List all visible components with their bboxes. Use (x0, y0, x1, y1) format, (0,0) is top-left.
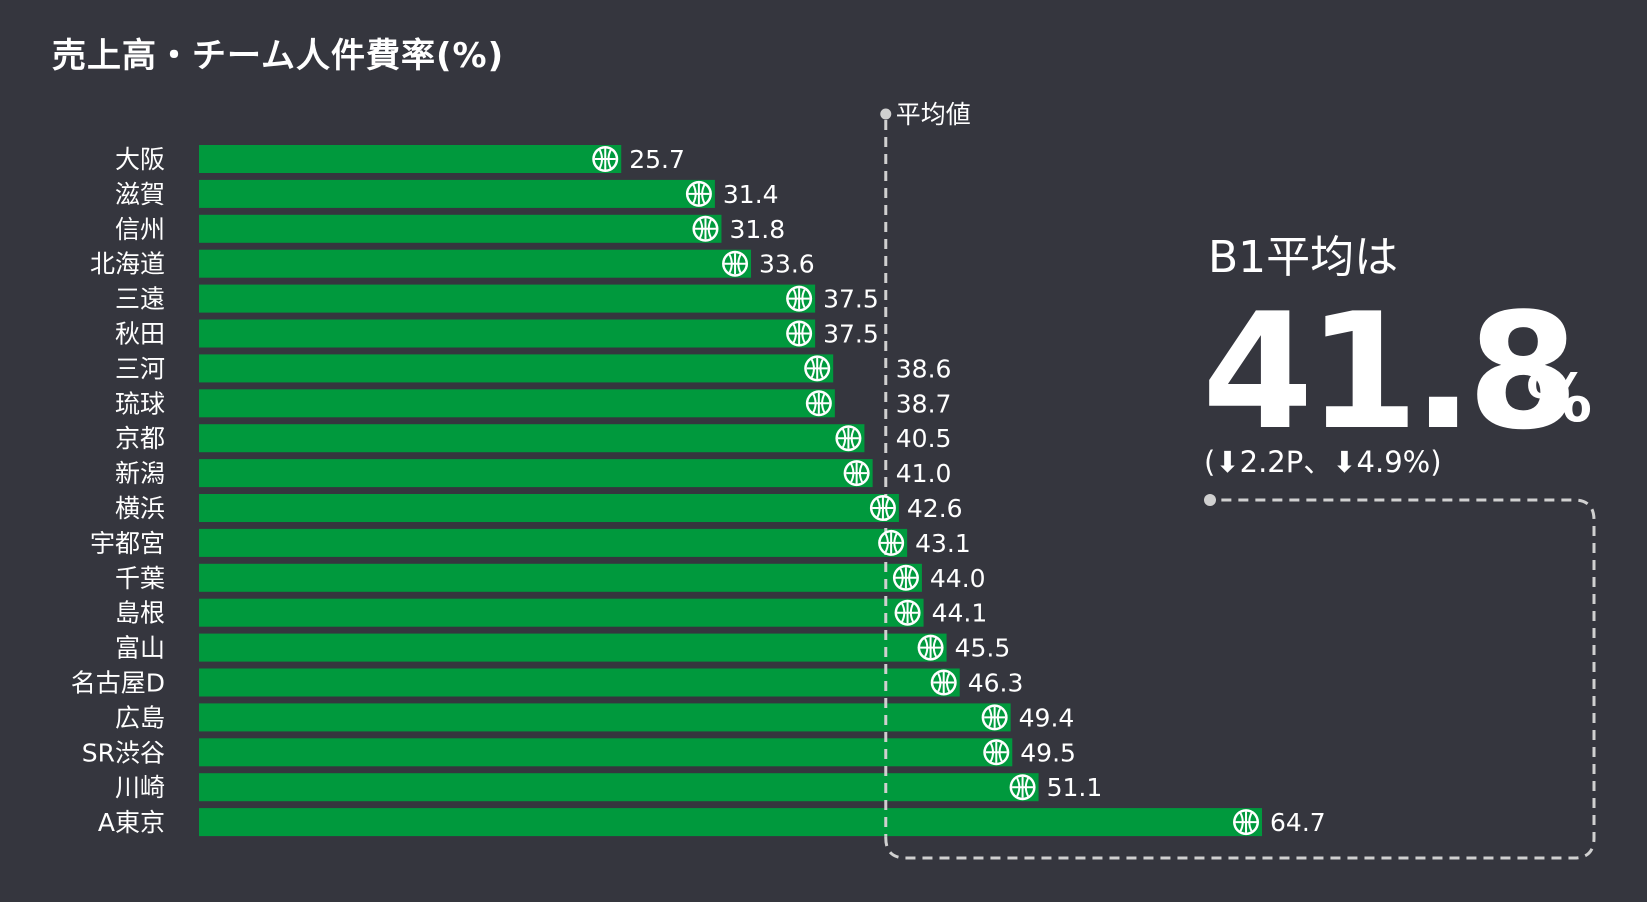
guide-layer (880, 108, 1596, 860)
bar (199, 459, 873, 488)
value-label: 51.1 (1047, 773, 1103, 802)
basketball-icon (592, 146, 619, 172)
average-marker-dot (880, 108, 892, 120)
bar (199, 145, 622, 173)
basketball-icon (1233, 809, 1260, 836)
value-label: 41.0 (896, 459, 952, 488)
category-label: 新潟 (115, 459, 165, 488)
category-label: 宇都宮 (90, 529, 165, 558)
value-label: 31.4 (723, 180, 779, 209)
value-label: 64.7 (1270, 808, 1326, 837)
category-label: 千葉 (115, 564, 165, 593)
basketball-icon (917, 634, 944, 661)
category-label: A東京 (98, 808, 165, 837)
value-label: 40.5 (896, 424, 952, 453)
basketball-icon (892, 564, 919, 591)
bar (199, 284, 816, 313)
bars-layer (199, 145, 1263, 837)
bar (199, 389, 835, 418)
value-label: 42.6 (907, 494, 963, 523)
category-label: 広島 (115, 703, 165, 732)
bar (199, 494, 899, 522)
callout-unit: % (1526, 360, 1593, 437)
value-label: 38.6 (896, 354, 952, 383)
basketball-icon (983, 739, 1010, 766)
bar (199, 249, 752, 278)
basketball-icon (786, 285, 813, 312)
bar (199, 424, 865, 453)
basketball-icon (804, 355, 831, 382)
category-label: 横浜 (115, 494, 165, 523)
basketball-icon (843, 460, 870, 487)
bar (199, 598, 924, 627)
bar (199, 214, 722, 243)
bar (199, 563, 922, 592)
category-label: 滋賀 (115, 180, 165, 209)
value-label: 44.0 (930, 564, 986, 593)
bar (199, 668, 960, 697)
average-line-label: 平均値 (896, 100, 971, 129)
callout-connector-dot (1204, 494, 1216, 506)
callout-heading: B1平均は (1208, 232, 1399, 283)
average-callout: B1平均は 41.8 % (⬇2.2P、⬇4.9%) (1202, 232, 1592, 477)
callout-connector (884, 498, 1596, 860)
value-label: 25.7 (629, 145, 685, 174)
bar (199, 319, 816, 348)
value-label: 49.4 (1019, 703, 1075, 732)
bar (199, 738, 1013, 767)
basketball-icon (930, 669, 957, 696)
category-label: 川崎 (115, 773, 165, 802)
basketball-icon (878, 529, 905, 556)
category-label: 大阪 (115, 145, 165, 174)
basketball-icon (805, 390, 832, 417)
category-label: 琉球 (115, 389, 165, 418)
value-label: 44.1 (932, 599, 988, 628)
category-label: 三河 (115, 354, 165, 383)
basketball-icon (722, 250, 749, 277)
chart-title: 売上高・チーム人件費率(%) (52, 36, 505, 76)
category-label: 信州 (115, 215, 165, 244)
callout-value: 41.8 (1202, 278, 1579, 465)
bar (199, 703, 1011, 732)
category-label: 京都 (115, 424, 165, 453)
bar (199, 179, 715, 208)
value-label: 38.7 (896, 389, 952, 418)
bar (199, 633, 947, 662)
value-label: 33.6 (759, 250, 815, 279)
bar (199, 773, 1039, 802)
category-label: 三遠 (115, 285, 165, 314)
labels-layer: 大阪 25.7 滋賀 31.4 信州 31.8 北海道 33.6 三遠 37.5 秋田 37.5 三河 3… (71, 100, 1326, 837)
bar (199, 528, 908, 557)
basketball-icon (894, 599, 921, 626)
value-label: 45.5 (955, 634, 1011, 663)
basketball-icon (692, 215, 719, 242)
basketball-icon (786, 320, 813, 347)
category-label: 秋田 (115, 320, 165, 349)
value-label: 31.8 (729, 215, 785, 244)
basketball-icon (869, 495, 896, 521)
category-label: 富山 (115, 634, 165, 663)
bar (199, 354, 834, 383)
category-label: 北海道 (90, 250, 165, 279)
value-label: 43.1 (915, 529, 971, 558)
category-label: 名古屋D (71, 669, 165, 698)
value-label: 46.3 (968, 669, 1024, 698)
value-label: 37.5 (823, 320, 879, 349)
category-label: SR渋谷 (82, 738, 165, 767)
value-label: 37.5 (823, 285, 879, 314)
basketball-icon (685, 180, 712, 207)
basketball-icon (835, 425, 862, 452)
bar (199, 808, 1263, 837)
basketball-icon (1009, 774, 1036, 801)
category-label: 島根 (115, 599, 165, 628)
icons-layer (592, 146, 1260, 836)
value-label: 49.5 (1020, 738, 1076, 767)
callout-change: (⬇2.2P、⬇4.9%) (1204, 445, 1442, 479)
basketball-icon (981, 704, 1008, 731)
